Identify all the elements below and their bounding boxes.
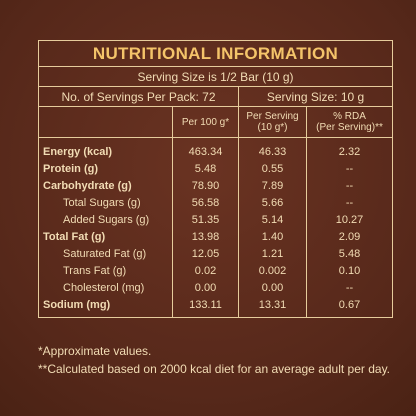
header-line: (10 g*) — [257, 122, 288, 133]
nutrient-value: 46.33 — [238, 137, 307, 160]
nutrient-value: 1.21 — [238, 245, 307, 262]
nutrient-row: Total Sugars (g) 56.58 5.66 -- — [38, 194, 394, 211]
serving-size: Serving Size is 1/2 Bar (10 g) — [37, 66, 394, 87]
nutrient-row: Protein (g) 5.48 0.55 -- — [38, 160, 394, 177]
footnote: **Calculated based on 2000 kcal diet for… — [38, 362, 391, 376]
nutrient-value: 0.00 — [238, 279, 307, 296]
header-line: Per 100 g* — [181, 116, 230, 128]
nutrient-value: 5.14 — [238, 211, 307, 228]
nutrient-label: Sodium (mg) — [38, 296, 173, 318]
nutrient-value: 0.00 — [172, 279, 239, 296]
header-row: Per 100 g* Per Serving (10 g*)% RDA (Per Se… — [38, 106, 394, 138]
nutrient-value: -- — [305, 279, 394, 296]
servings-per-pack: No. of Servings Per Pack: 72 — [38, 86, 239, 107]
nutrient-row: Total Fat (g) 13.98 1.40 2.09 — [38, 228, 394, 245]
nutrient-value: -- — [305, 177, 394, 194]
nutrient-value: 13.31 — [238, 296, 307, 318]
nutrient-value: 0.67 — [305, 296, 394, 318]
nutrient-value: 0.55 — [238, 160, 307, 177]
nutrient-value: 7.89 — [238, 177, 307, 194]
header-line: % RDA — [333, 111, 366, 122]
footnote: *Approximate values. — [38, 344, 152, 358]
nutrient-label: Total Fat (g) — [38, 228, 173, 245]
nutrient-value: 10.27 — [305, 211, 394, 228]
nutrient-row: Trans Fat (g) 0.02 0.002 0.10 — [38, 262, 394, 279]
nutrient-value: 78.90 — [172, 177, 239, 194]
nutrient-value: 0.002 — [238, 262, 307, 279]
nutrient-label: Carbohydrate (g) — [38, 177, 173, 194]
serving-row: Serving Size is 1/2 Bar (10 g) — [37, 66, 394, 87]
nutrient-value: 5.66 — [238, 194, 307, 211]
header-cell — [38, 106, 173, 138]
nutrient-value: 0.02 — [172, 262, 239, 279]
nutrient-value: 2.32 — [305, 137, 394, 160]
nutrient-row: Added Sugars (g) 51.35 5.14 10.27 — [38, 211, 394, 228]
nutrient-label: Added Sugars (g) — [38, 211, 173, 228]
title: NUTRITIONAL INFORMATION — [37, 40, 394, 67]
serving-size-short: Serving Size: 10 g — [237, 86, 394, 107]
nutrient-value: 12.05 — [172, 245, 239, 262]
nutrient-value: -- — [305, 194, 394, 211]
nutrient-value: 13.98 — [172, 228, 239, 245]
title-row: NUTRITIONAL INFORMATION — [37, 40, 394, 67]
nutrient-value: 56.58 — [172, 194, 239, 211]
nutrient-value: 0.10 — [305, 262, 394, 279]
nutrient-value: 463.34 — [172, 137, 239, 160]
header-line: (Per Serving)** — [316, 122, 383, 133]
nutrient-value: 51.35 — [172, 211, 239, 228]
nutrient-value: -- — [305, 160, 394, 177]
header-cell: % RDA (Per Serving)** — [305, 106, 394, 138]
header-line: Per Serving — [246, 111, 299, 122]
nutrient-row: Sodium (mg) 133.11 13.31 0.67 — [38, 296, 394, 318]
servings-row: No. of Servings Per Pack: 72 Serving Siz… — [38, 86, 394, 107]
nutrient-row: Cholesterol (mg) 0.00 0.00 -- — [38, 279, 394, 296]
nutrient-label: Protein (g) — [38, 160, 173, 177]
header-cell: Per 100 g* — [172, 106, 239, 138]
nutrient-value: 133.11 — [172, 296, 239, 318]
nutrition-table: NUTRITIONAL INFORMATION Serving Size is … — [37, 40, 394, 318]
nutrient-label: Total Sugars (g) — [38, 194, 173, 211]
nutrient-row: Carbohydrate (g) 78.90 7.89 -- — [38, 177, 394, 194]
nutrient-value: 5.48 — [305, 245, 394, 262]
nutrient-row: Energy (kcal) 463.34 46.33 2.32 — [38, 137, 394, 160]
nutrient-label: Saturated Fat (g) — [38, 245, 173, 262]
nutrient-label: Cholesterol (mg) — [38, 279, 173, 296]
nutrient-row: Saturated Fat (g) 12.05 1.21 5.48 — [38, 245, 394, 262]
nutrient-value: 2.09 — [305, 228, 394, 245]
header-cell: Per Serving (10 g*) — [238, 106, 307, 138]
nutrient-label: Energy (kcal) — [38, 137, 173, 160]
nutrient-value: 1.40 — [238, 228, 307, 245]
nutrient-value: 5.48 — [172, 160, 239, 177]
nutrient-label: Trans Fat (g) — [38, 262, 173, 279]
